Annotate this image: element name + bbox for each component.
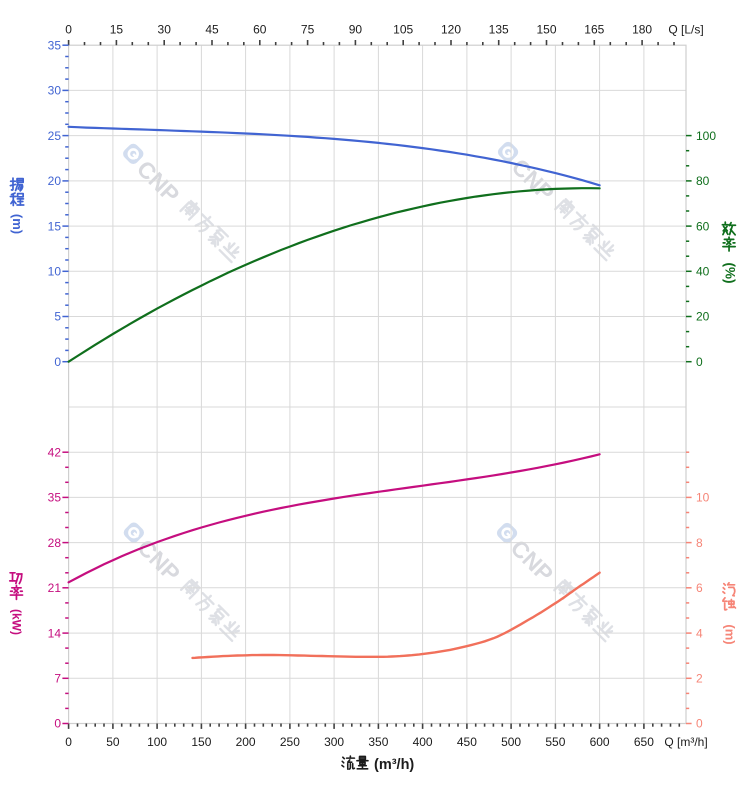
- svg-text:8: 8: [696, 536, 703, 550]
- svg-text:450: 450: [457, 735, 477, 749]
- svg-text:(kW): (kW): [10, 609, 24, 635]
- svg-text:25: 25: [48, 129, 62, 143]
- svg-text:42: 42: [48, 445, 62, 459]
- svg-text:75: 75: [301, 23, 315, 37]
- svg-text:(m): (m): [723, 624, 738, 644]
- svg-text:150: 150: [191, 735, 211, 749]
- svg-text:10: 10: [48, 265, 62, 279]
- svg-text:105: 105: [393, 23, 413, 37]
- svg-text:60: 60: [253, 23, 267, 37]
- svg-text:35: 35: [48, 38, 62, 52]
- svg-text:5: 5: [54, 310, 61, 324]
- svg-text:650: 650: [634, 735, 654, 749]
- svg-text:0: 0: [54, 717, 61, 731]
- svg-text:150: 150: [536, 23, 556, 37]
- svg-text:80: 80: [696, 174, 710, 188]
- svg-text:35: 35: [48, 491, 62, 505]
- svg-text:250: 250: [280, 735, 300, 749]
- svg-text:90: 90: [349, 23, 363, 37]
- svg-text:165: 165: [584, 23, 604, 37]
- svg-text:45: 45: [205, 23, 219, 37]
- svg-text:0: 0: [696, 717, 703, 731]
- svg-text:135: 135: [489, 23, 509, 37]
- svg-text:350: 350: [368, 735, 388, 749]
- svg-text:550: 550: [545, 735, 565, 749]
- svg-text:7: 7: [54, 672, 61, 686]
- svg-text:30: 30: [158, 23, 172, 37]
- svg-text:30: 30: [48, 84, 62, 98]
- svg-text:40: 40: [696, 265, 710, 279]
- svg-text:200: 200: [236, 735, 256, 749]
- svg-text:Q [L/s]: Q [L/s]: [668, 23, 703, 37]
- svg-text:400: 400: [413, 735, 433, 749]
- svg-text:2: 2: [696, 672, 703, 686]
- svg-text:20: 20: [48, 174, 62, 188]
- svg-text:6: 6: [696, 581, 703, 595]
- svg-text:(%): (%): [723, 263, 738, 284]
- svg-text:0: 0: [696, 355, 703, 369]
- svg-text:180: 180: [632, 23, 652, 37]
- svg-text:15: 15: [48, 219, 62, 233]
- svg-text:20: 20: [696, 310, 710, 324]
- svg-text:(m): (m): [10, 214, 25, 234]
- svg-text:(m³/h): (m³/h): [374, 757, 414, 773]
- svg-text:21: 21: [48, 581, 62, 595]
- svg-text:0: 0: [65, 735, 72, 749]
- svg-text:0: 0: [54, 355, 61, 369]
- svg-text:100: 100: [147, 735, 167, 749]
- svg-text:60: 60: [696, 219, 710, 233]
- svg-text:500: 500: [501, 735, 521, 749]
- svg-text:28: 28: [48, 536, 62, 550]
- svg-text:600: 600: [590, 735, 610, 749]
- svg-text:10: 10: [696, 491, 710, 505]
- svg-text:Q [m³/h]: Q [m³/h]: [664, 735, 707, 749]
- svg-text:300: 300: [324, 735, 344, 749]
- svg-text:0: 0: [65, 23, 72, 37]
- svg-text:14: 14: [48, 626, 62, 640]
- svg-text:15: 15: [110, 23, 124, 37]
- svg-text:50: 50: [106, 735, 120, 749]
- svg-text:100: 100: [696, 129, 716, 143]
- svg-text:4: 4: [696, 626, 703, 640]
- svg-text:120: 120: [441, 23, 461, 37]
